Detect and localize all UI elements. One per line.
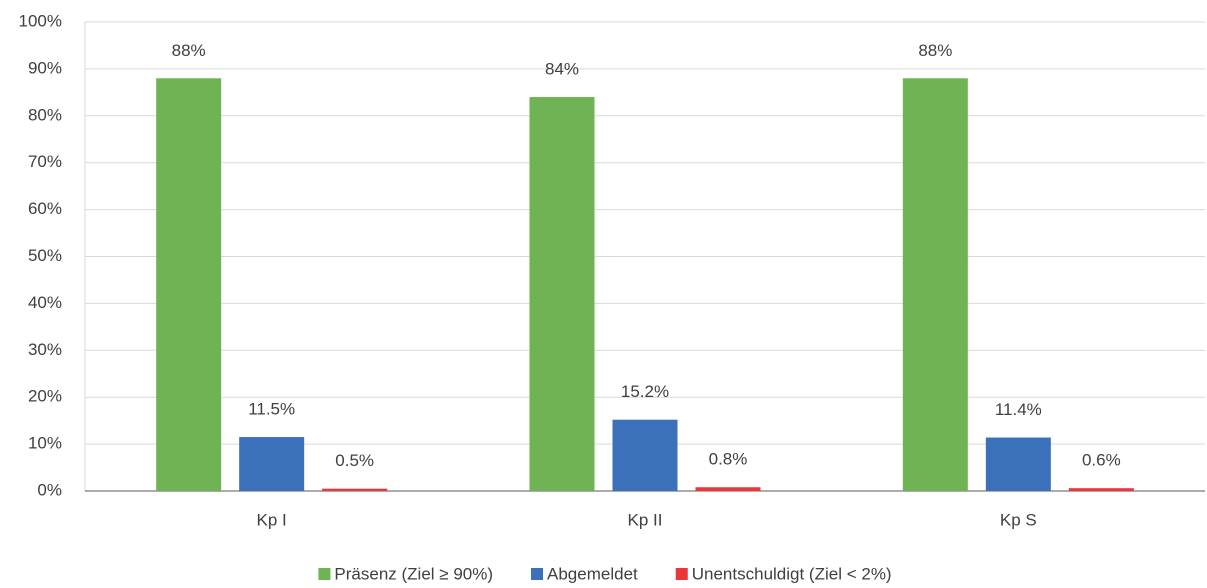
y-tick-label: 100% [19,11,62,30]
bar [695,487,761,491]
y-tick-label: 50% [28,246,62,265]
bar [156,78,222,491]
bar [529,97,595,491]
data-label: 0.8% [709,450,748,469]
data-label: 0.5% [335,451,374,470]
x-tick-label: Kp II [628,510,663,529]
y-tick-label: 10% [28,434,62,453]
y-tick-label: 90% [28,58,62,77]
legend: Präsenz (Ziel ≥ 90%) Abgemeldet Unentschul… [318,564,892,583]
data-label: 84% [545,60,579,79]
x-tick-label: Kp S [1000,510,1037,529]
y-tick-label: 80% [28,105,62,124]
legend-label: Unentschuldigt (Ziel < 2%) [692,564,892,583]
y-tick-label: 40% [28,293,62,312]
data-label: 11.5% [248,400,295,419]
y-tick-label: 60% [28,199,62,218]
legend-swatch [531,568,544,580]
y-tick-label: 30% [28,340,62,359]
legend-label: Abgemeldet [547,564,638,583]
bar [1068,488,1134,491]
bar [902,78,968,491]
legend-label: Präsenz (Ziel ≥ 90%) [334,564,493,583]
data-label: 88% [172,41,206,60]
x-tick-label: Kp I [257,510,287,529]
y-tick-label: 0% [37,480,62,499]
y-tick-label: 70% [28,152,62,171]
data-label: 88% [918,41,952,60]
bar [322,488,388,491]
legend-swatch [318,568,331,580]
bar [612,419,678,491]
data-label: 0.6% [1082,451,1121,470]
bar [239,437,305,491]
legend-swatch [675,568,688,580]
data-label: 15.2% [621,382,669,401]
data-label: 11.4% [995,400,1042,419]
y-tick-label: 20% [28,387,62,406]
bar [985,437,1051,491]
